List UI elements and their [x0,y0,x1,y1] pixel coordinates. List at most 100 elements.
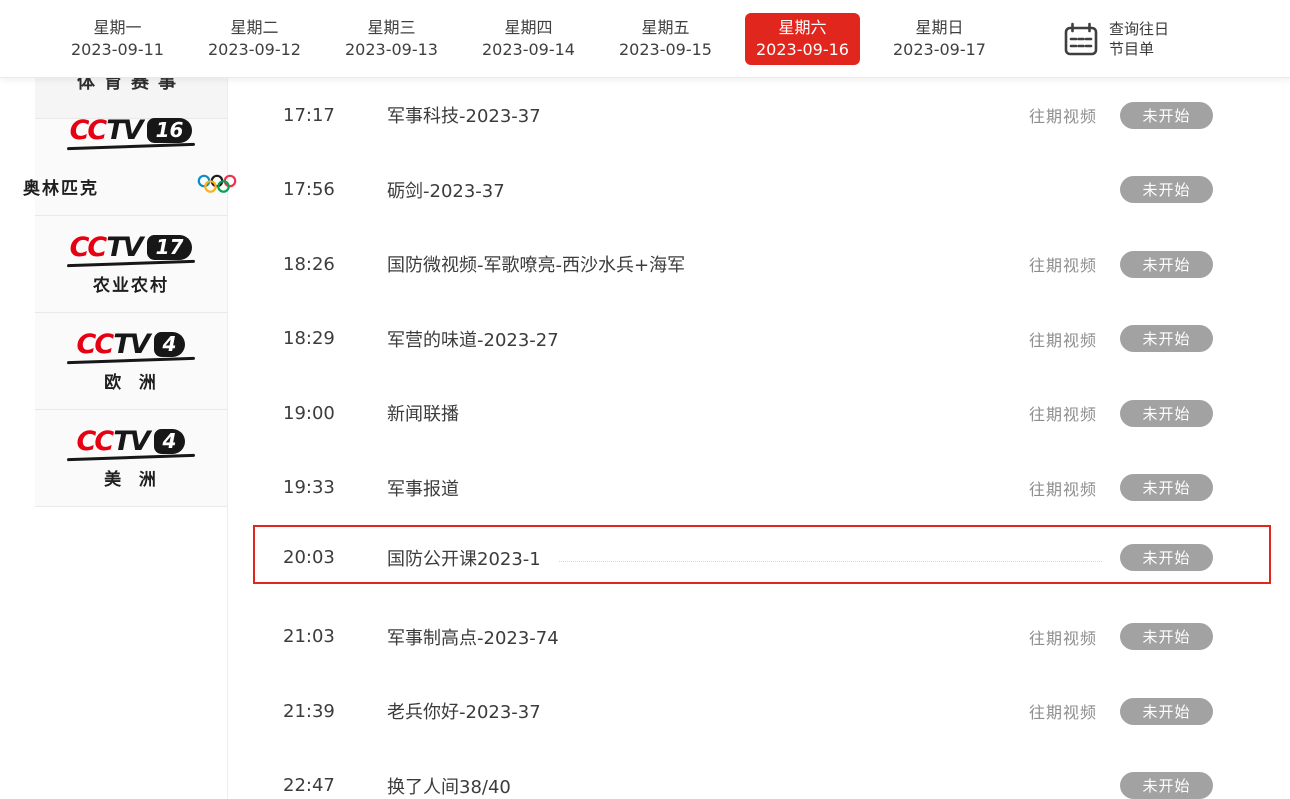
query-label-line1: 查询往日 [1109,19,1170,38]
replay-link[interactable]: 往期视频 [1028,703,1097,723]
sidebar-item-cctv16[interactable]: CC TV 16 奥林匹克 [23,115,237,216]
query-label-line2: 节目单 [1109,39,1155,58]
sidebar-item-cctv4-america[interactable]: CC TV 4 美 洲 [35,410,227,507]
channel-name: 美 洲 [104,470,158,490]
program-title: 国防公开课2023-1 [387,548,541,570]
tab-date-label: 2023-09-16 [756,39,849,59]
status-badge[interactable]: 未开始 [1120,623,1213,651]
program-row[interactable]: 22:47 换了人间38/40 未开始 [228,749,1290,799]
tab-day-label: 星期五 [641,17,690,37]
program-row[interactable]: 17:17 军事科技-2023-37 往期视频 未开始 [228,78,1290,153]
status-badge[interactable]: 未开始 [1120,101,1213,129]
cctv16-logo: CC TV 16 奥林匹克 [23,115,239,219]
highlight-annotation-box: 20:03 国防公开课2023-1 未开始 [253,525,1271,584]
program-time: 20:03 [283,547,335,568]
status-badge[interactable]: 未开始 [1120,772,1213,799]
cctv17-logo: CC TV 17 农业农村 [66,232,196,296]
tab-day-label: 星期三 [367,17,416,37]
program-time: 18:26 [283,253,335,275]
program-title: 军营的味道-2023-27 [387,329,559,351]
tab-day-label: 星期六 [778,17,827,37]
logo-cc: CC [76,426,115,457]
replay-link[interactable]: 往期视频 [1028,107,1097,127]
tab-day-label: 星期二 [230,17,279,37]
program-title: 新闻联播 [387,404,459,426]
tab-date-label: 2023-09-11 [71,39,164,59]
cctv4-america-logo: CC TV 4 美 洲 [66,426,196,490]
logo-tv: TV [113,426,150,457]
tab-sunday[interactable]: 星期日 2023-09-17 [871,13,1008,65]
channel-sidebar: 体育赛事 CC TV 16 奥林匹克 [23,78,237,799]
channel-number: 4 [153,429,186,454]
tab-date-label: 2023-09-14 [482,39,575,59]
program-row[interactable]: 19:00 新闻联播 往期视频 未开始 [228,376,1290,451]
channel-number: 17 [146,235,193,260]
day-tabs: 星期一 2023-09-11 星期二 2023-09-12 星期三 2023-0… [0,12,1008,65]
logo-tv: TV [113,329,150,360]
channel-name: 农业农村 [93,276,169,296]
program-time: 17:56 [283,179,335,201]
dotted-leader [558,561,1102,562]
program-row[interactable]: 21:39 老兵你好-2023-37 往期视频 未开始 [228,674,1290,749]
program-row[interactable]: 17:56 砺剑-2023-37 未开始 [228,153,1290,228]
program-row[interactable]: 19:33 军事报道 往期视频 未开始 [228,451,1290,526]
tab-thursday[interactable]: 星期四 2023-09-14 [460,13,597,65]
day-tab-bar: 星期一 2023-09-11 星期二 2023-09-12 星期三 2023-0… [0,0,1290,78]
program-row[interactable]: 18:26 国防微视频-军歌嘹亮-西沙水兵+海军 往期视频 未开始 [228,227,1290,302]
program-time: 21:39 [283,700,335,722]
program-title: 换了人间38/40 [387,776,511,798]
tab-date-label: 2023-09-15 [619,39,712,59]
program-schedule-list: 17:17 军事科技-2023-37 往期视频 未开始 17:56 砺剑-202… [228,78,1290,799]
replay-link[interactable]: 往期视频 [1028,256,1097,276]
program-title: 军事制高点-2023-74 [387,627,559,649]
tab-tuesday[interactable]: 星期二 2023-09-12 [186,13,323,65]
replay-link[interactable]: 往期视频 [1028,330,1097,350]
channel-number: 4 [153,332,186,357]
cctv4-europe-logo: CC TV 4 欧 洲 [66,329,196,393]
program-time: 19:00 [283,402,335,424]
tab-day-label: 星期一 [93,17,142,37]
status-badge[interactable]: 未开始 [1120,544,1213,571]
status-badge[interactable]: 未开始 [1120,697,1213,725]
channel-name: 奥林匹克 [22,179,99,199]
replay-link[interactable]: 往期视频 [1028,405,1097,425]
tab-monday[interactable]: 星期一 2023-09-11 [49,13,186,65]
logo-cc: CC [76,329,115,360]
sidebar-item-cctv17[interactable]: CC TV 17 农业农村 [35,216,227,313]
program-title: 军事报道 [387,478,459,500]
status-badge[interactable]: 未开始 [1120,474,1213,502]
program-time: 21:03 [283,626,335,648]
channel-name: 欧 洲 [104,373,158,393]
program-time: 17:17 [283,104,335,126]
tab-wednesday[interactable]: 星期三 2023-09-13 [323,13,460,65]
program-row[interactable]: 21:03 军事制高点-2023-74 往期视频 未开始 [228,600,1290,675]
program-time: 18:29 [283,328,335,350]
query-past-schedule-button[interactable]: 查询往日 节目单 [1062,19,1169,59]
program-row[interactable]: 18:29 军营的味道-2023-27 往期视频 未开始 [228,302,1290,377]
status-badge[interactable]: 未开始 [1120,250,1213,278]
tab-day-label: 星期四 [504,17,553,37]
logo-cc: CC [69,232,108,263]
program-row-highlighted[interactable]: 20:03 国防公开课2023-1 未开始 [228,525,1290,600]
logo-cc: CC [69,115,108,146]
status-badge[interactable]: 未开始 [1120,325,1213,353]
calendar-icon [1062,20,1100,58]
sidebar-item-label: 体育赛事 [77,78,185,93]
replay-link[interactable]: 往期视频 [1028,628,1097,648]
tab-saturday-active[interactable]: 星期六 2023-09-16 [734,12,871,65]
sidebar-item-cctv4-europe[interactable]: CC TV 4 欧 洲 [35,313,227,410]
tab-friday[interactable]: 星期五 2023-09-15 [597,13,734,65]
program-title: 国防微视频-军歌嘹亮-西沙水兵+海军 [387,255,686,277]
program-time: 22:47 [283,775,335,797]
tab-day-label: 星期日 [915,17,964,37]
status-badge[interactable]: 未开始 [1120,399,1213,427]
tab-date-label: 2023-09-17 [893,39,986,59]
olympic-rings-icon [102,154,239,219]
sidebar-item-sports[interactable]: 体育赛事 [35,78,227,119]
status-badge[interactable]: 未开始 [1120,176,1213,204]
program-title: 砺剑-2023-37 [387,180,505,202]
replay-link[interactable]: 往期视频 [1028,479,1097,499]
logo-tv: TV [106,115,143,146]
logo-tv: TV [106,232,143,263]
program-title: 老兵你好-2023-37 [387,702,541,724]
